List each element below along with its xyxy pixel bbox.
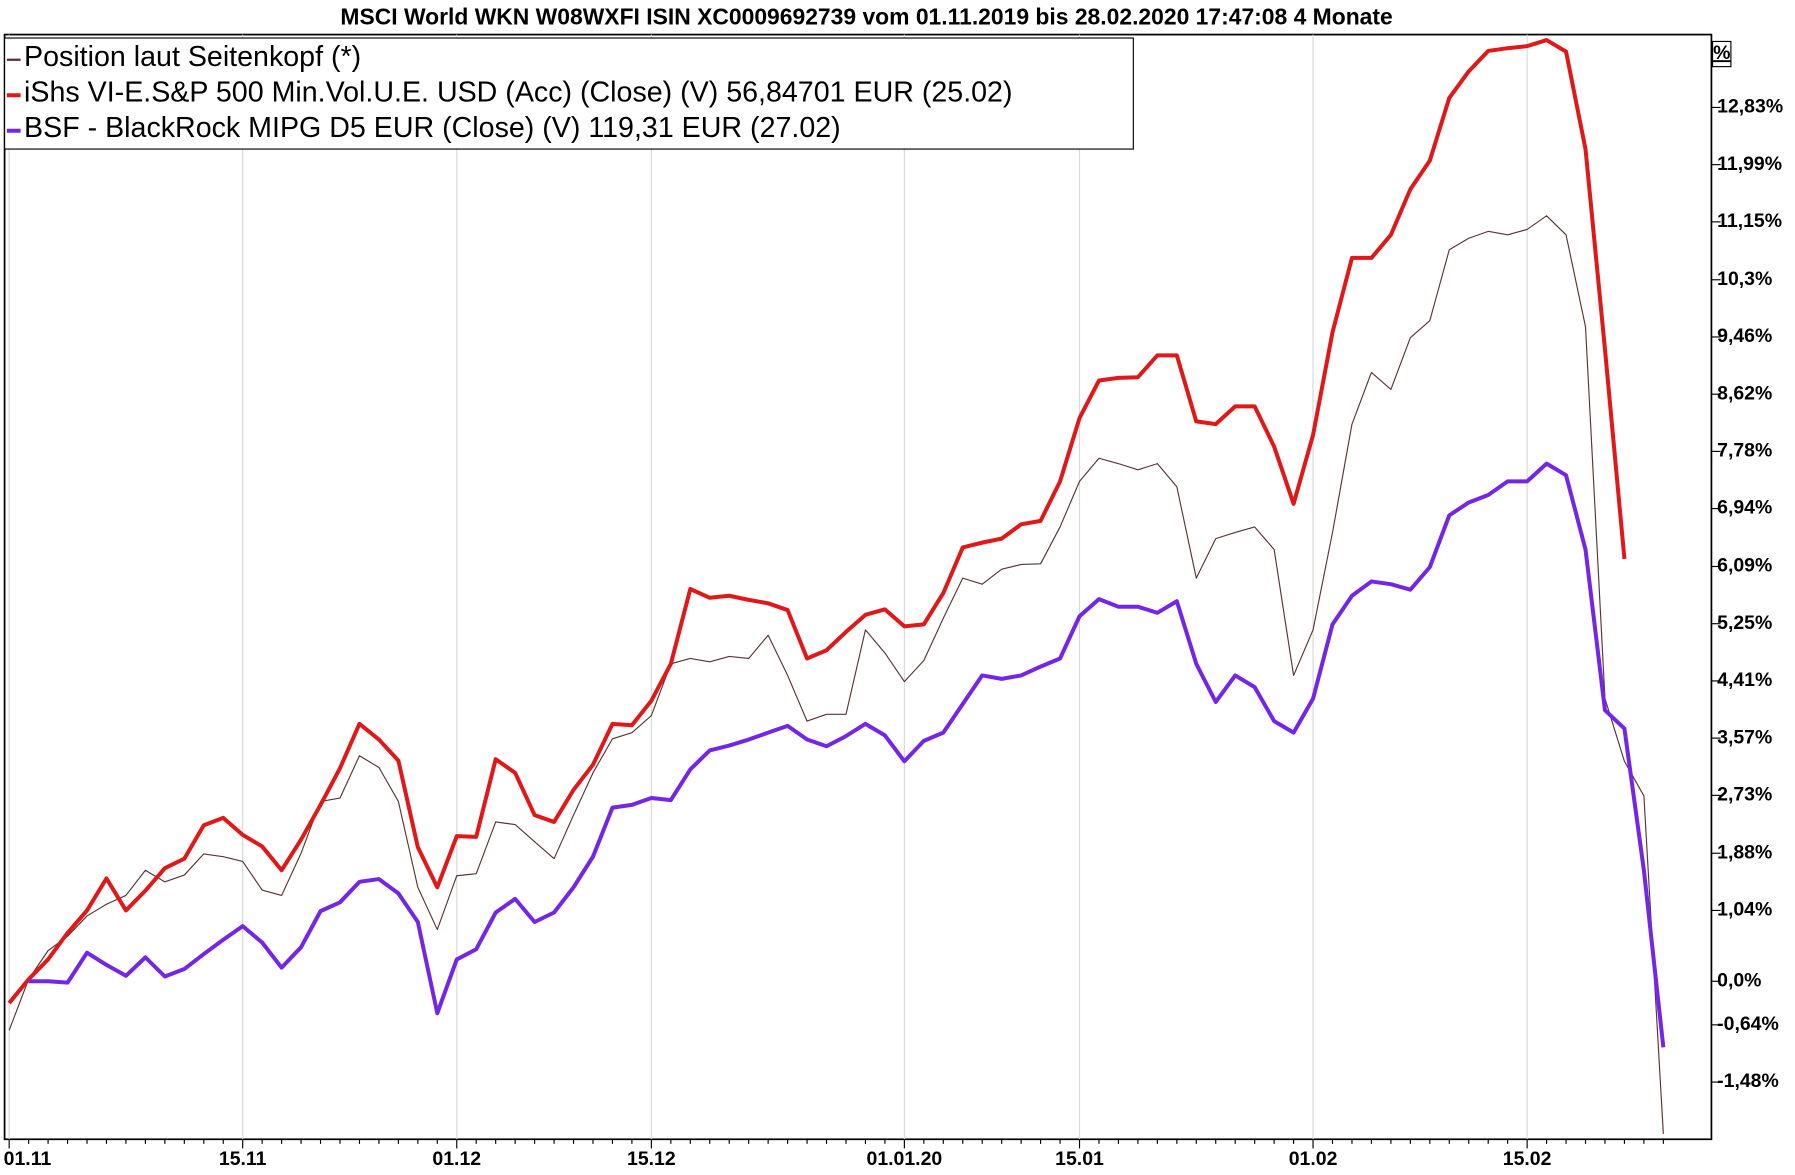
y-tick-label: 11,99% — [1717, 153, 1782, 175]
y-tick-label: 6,94% — [1717, 497, 1772, 519]
y-tick-label: 11,15% — [1717, 210, 1782, 232]
y-tick-label: 2,73% — [1717, 783, 1772, 805]
plot-frame — [3, 33, 1713, 1141]
x-tick-label: 15.12 — [627, 1148, 676, 1170]
series-line — [28, 461, 1666, 1048]
legend-label: iShs VI-E.S&P 500 Min.Vol.U.E. USD (Acc)… — [24, 77, 1012, 109]
x-tick-label: 01.02 — [1289, 1148, 1338, 1170]
x-tick-label: 01.11 — [4, 1148, 52, 1170]
chart-title: MSCI World WKN W08WXFI ISIN XC0009692739… — [340, 4, 1392, 30]
y-tick-label: 3,57% — [1717, 726, 1772, 748]
y-tick-label: 8,62% — [1717, 382, 1772, 404]
unit-box — [1712, 40, 1732, 68]
legend-label: BSF - BlackRock MIPG D5 EUR (Close) (V) … — [24, 112, 841, 144]
y-tick-label: 9,46% — [1717, 325, 1772, 347]
y-tick-label: 0,0% — [1717, 969, 1761, 991]
y-tick-label: 12,83% — [1717, 96, 1783, 118]
y-tick-label: 1,04% — [1717, 899, 1772, 921]
y-tick-label: -0,64% — [1717, 1013, 1779, 1035]
y-tick-label: 1,88% — [1717, 841, 1772, 863]
y-tick-label: 5,25% — [1717, 612, 1772, 634]
legend-label: Position laut Seitenkopf (*) — [24, 41, 361, 73]
legend: Position laut Seitenkopf (*) iShs VI-E.S&… — [4, 37, 1134, 150]
y-tick-label: 7,78% — [1717, 440, 1772, 462]
series-line — [8, 215, 1664, 1134]
grid — [8, 34, 1528, 1140]
y-tick-label: 10,3% — [1717, 268, 1772, 290]
x-tick-label: 15.01 — [1055, 1148, 1104, 1170]
x-tick-label: 01.12 — [432, 1148, 481, 1170]
y-tick-label: 6,09% — [1717, 555, 1772, 577]
y-tick-label: 4,41% — [1717, 669, 1772, 691]
legend-box — [4, 37, 1134, 150]
series-lines — [7, 38, 1666, 1134]
x-tick-label: 15.11 — [219, 1148, 267, 1170]
series-line — [7, 38, 1627, 1005]
x-tick-label: 01.01.20 — [867, 1148, 943, 1170]
axes: -1,48% -0,64% 0,0% 1,04% 1,88% 2,73% 3,57% 4,41… — [4, 96, 1783, 1170]
y-tick-label: -1,48% — [1717, 1070, 1779, 1092]
y-axis-unit: % — [1713, 42, 1730, 64]
x-tick-label: 15.02 — [1503, 1148, 1552, 1170]
